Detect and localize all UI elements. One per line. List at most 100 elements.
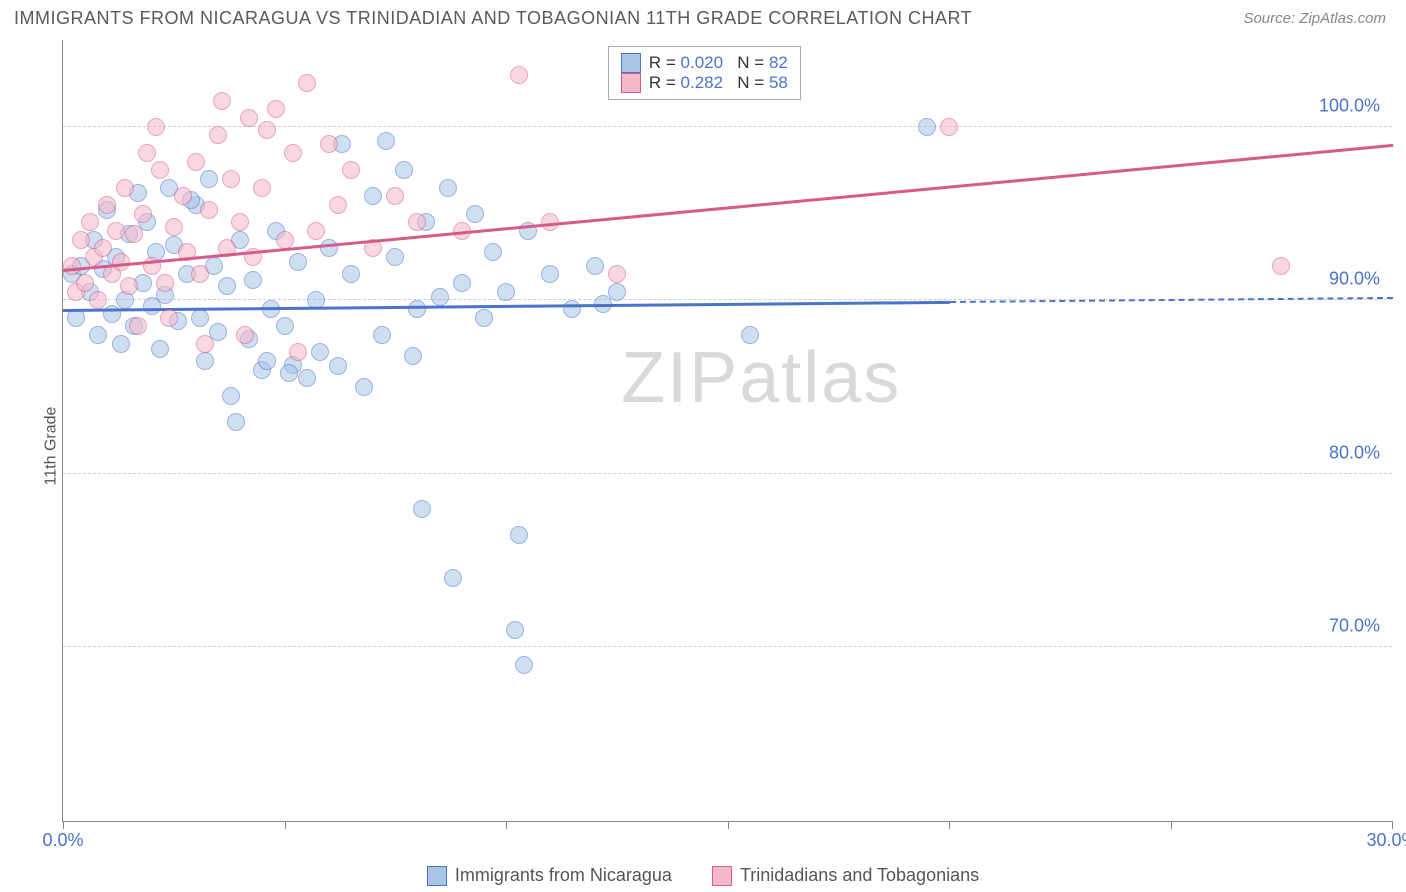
data-point [72, 231, 90, 249]
data-point [89, 326, 107, 344]
data-point [134, 205, 152, 223]
data-point [404, 347, 422, 365]
data-point [276, 231, 294, 249]
data-point [506, 621, 524, 639]
data-point [280, 364, 298, 382]
data-point [377, 132, 395, 150]
data-point [112, 335, 130, 353]
y-axis-label: 11th Grade [42, 407, 60, 486]
data-point [342, 265, 360, 283]
data-point [1272, 257, 1290, 275]
data-point [355, 378, 373, 396]
data-point [200, 170, 218, 188]
data-point [231, 213, 249, 231]
data-point [364, 187, 382, 205]
data-point [63, 257, 81, 275]
y-tick-label: 80.0% [1329, 442, 1380, 463]
data-point [236, 326, 254, 344]
data-point [187, 153, 205, 171]
data-point [196, 352, 214, 370]
y-tick-label: 90.0% [1329, 269, 1380, 290]
watermark-atlas: atlas [739, 338, 901, 418]
data-point [218, 277, 236, 295]
data-point [151, 161, 169, 179]
x-tick [285, 821, 286, 829]
source-label: Source: ZipAtlas.com [1243, 10, 1386, 27]
data-point [222, 170, 240, 188]
watermark: ZIPatlas [621, 337, 901, 419]
data-point [608, 265, 626, 283]
series-legend-label: Trinidadians and Tobagonians [740, 865, 979, 886]
data-point [138, 144, 156, 162]
data-point [289, 343, 307, 361]
x-tick [63, 821, 64, 829]
data-point [307, 222, 325, 240]
legend-swatch [621, 73, 641, 93]
data-point [200, 201, 218, 219]
gridline [63, 473, 1392, 474]
gridline [63, 646, 1392, 647]
x-tick [728, 821, 729, 829]
series-legend-item: Trinidadians and Tobagonians [712, 865, 979, 886]
data-point [129, 317, 147, 335]
data-point [453, 274, 471, 292]
legend-swatch [427, 866, 447, 886]
legend-stats: R = 0.020 N = 82 [649, 53, 788, 73]
data-point [408, 300, 426, 318]
data-point [608, 283, 626, 301]
legend-row: R = 0.020 N = 82 [621, 53, 788, 73]
data-point [408, 213, 426, 231]
data-point [125, 225, 143, 243]
data-point [395, 161, 413, 179]
data-point [116, 179, 134, 197]
data-point [439, 179, 457, 197]
data-point [515, 656, 533, 674]
data-point [147, 118, 165, 136]
legend-stats: R = 0.282 N = 58 [649, 73, 788, 93]
data-point [466, 205, 484, 223]
data-point [329, 196, 347, 214]
chart-title: IMMIGRANTS FROM NICARAGUA VS TRINIDADIAN… [14, 8, 972, 29]
data-point [563, 300, 581, 318]
data-point [196, 335, 214, 353]
data-point [320, 239, 338, 257]
data-point [209, 126, 227, 144]
plot-area: ZIPatlas 70.0%80.0%90.0%100.0%0.0%30.0%R… [62, 40, 1392, 822]
data-point [89, 291, 107, 309]
data-point [227, 413, 245, 431]
x-tick-label: 30.0% [1366, 830, 1406, 851]
trend-line [63, 301, 950, 312]
watermark-zip: ZIP [621, 338, 739, 418]
data-point [284, 144, 302, 162]
data-point [120, 277, 138, 295]
data-point [267, 100, 285, 118]
data-point [160, 309, 178, 327]
legend-swatch [621, 53, 641, 73]
data-point [342, 161, 360, 179]
data-point [940, 118, 958, 136]
data-point [386, 248, 404, 266]
data-point [98, 196, 116, 214]
data-point [213, 92, 231, 110]
y-tick-label: 70.0% [1329, 616, 1380, 637]
data-point [107, 222, 125, 240]
legend-row: R = 0.282 N = 58 [621, 73, 788, 93]
data-point [510, 526, 528, 544]
data-point [244, 271, 262, 289]
data-point [253, 179, 271, 197]
data-point [174, 187, 192, 205]
data-point [76, 274, 94, 292]
data-point [586, 257, 604, 275]
trend-line [63, 144, 1393, 272]
data-point [510, 66, 528, 84]
y-tick-label: 100.0% [1319, 95, 1380, 116]
data-point [156, 274, 174, 292]
data-point [276, 317, 294, 335]
data-point [191, 265, 209, 283]
bottom-legend: Immigrants from NicaraguaTrinidadians an… [0, 865, 1406, 886]
data-point [444, 569, 462, 587]
correlation-legend: R = 0.020 N = 82R = 0.282 N = 58 [608, 46, 801, 100]
data-point [298, 74, 316, 92]
data-point [413, 500, 431, 518]
x-tick [949, 821, 950, 829]
